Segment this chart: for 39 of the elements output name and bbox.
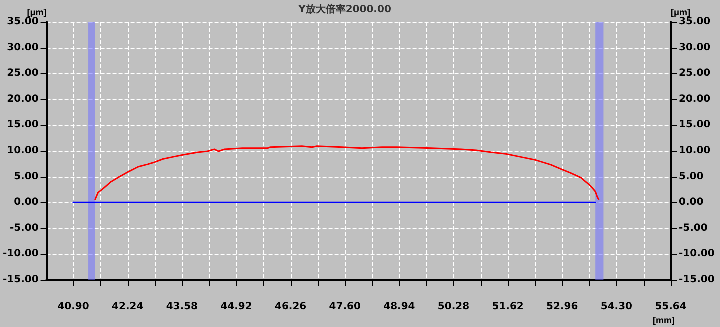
y-tick-label: 30.00: [7, 42, 39, 54]
x-tick-label: 54.30: [600, 302, 633, 312]
x-axis-title: [mm]: [653, 316, 675, 326]
y2-tick-label: 30.00: [679, 42, 711, 54]
y2-tick-label: -15.00: [679, 274, 715, 286]
y-tick-label: 10.00: [7, 146, 39, 156]
y-tick-label: 0.00: [14, 197, 39, 208]
y-tick-label: 35.00: [7, 16, 39, 28]
y-tick-label: -5.00: [10, 222, 39, 234]
x-tick-label: 55.64: [655, 302, 687, 312]
y2-tick-label: 10.00: [679, 146, 711, 156]
x-tick-label: 48.94: [384, 302, 416, 312]
x-tick-label: 51.62: [492, 302, 524, 312]
y2-tick-label: 5.00: [679, 171, 704, 182]
x-tick-label: 42.24: [112, 302, 144, 312]
y-tick-label: 20.00: [7, 94, 39, 105]
y2-axis-title: [μm]: [671, 8, 691, 18]
x-tick-label: 50.28: [438, 302, 470, 312]
x-tick-label: 46.26: [274, 302, 307, 312]
y2-tick-label: 0.00: [679, 197, 704, 208]
y-tick-label: 5.00: [14, 171, 39, 182]
x-tick-label: 44.92: [220, 302, 252, 312]
y2-tick-label: 20.00: [679, 94, 711, 105]
x-tick-label: 43.58: [166, 302, 198, 312]
y-tick-label: 15.00: [7, 120, 39, 131]
y2-tick-label: 25.00: [679, 68, 711, 80]
y2-tick-label: 15.00: [679, 120, 711, 131]
x-tick-label: 52.96: [546, 302, 578, 312]
y-tick-label: -15.00: [3, 274, 39, 286]
y2-tick-label: -5.00: [679, 222, 708, 234]
chart-title: Y放大倍率2000.00: [298, 4, 392, 16]
y2-tick-label: -10.00: [679, 248, 715, 260]
y2-tick-label: 35.00: [679, 16, 711, 28]
y-tick-label: 25.00: [7, 68, 39, 80]
y-tick-label: -10.00: [3, 248, 39, 260]
line-series: [94, 146, 600, 200]
y-axis-title: [μm]: [27, 8, 47, 18]
x-tick-label: 47.60: [329, 302, 361, 312]
x-tick-label: 40.90: [58, 302, 90, 312]
